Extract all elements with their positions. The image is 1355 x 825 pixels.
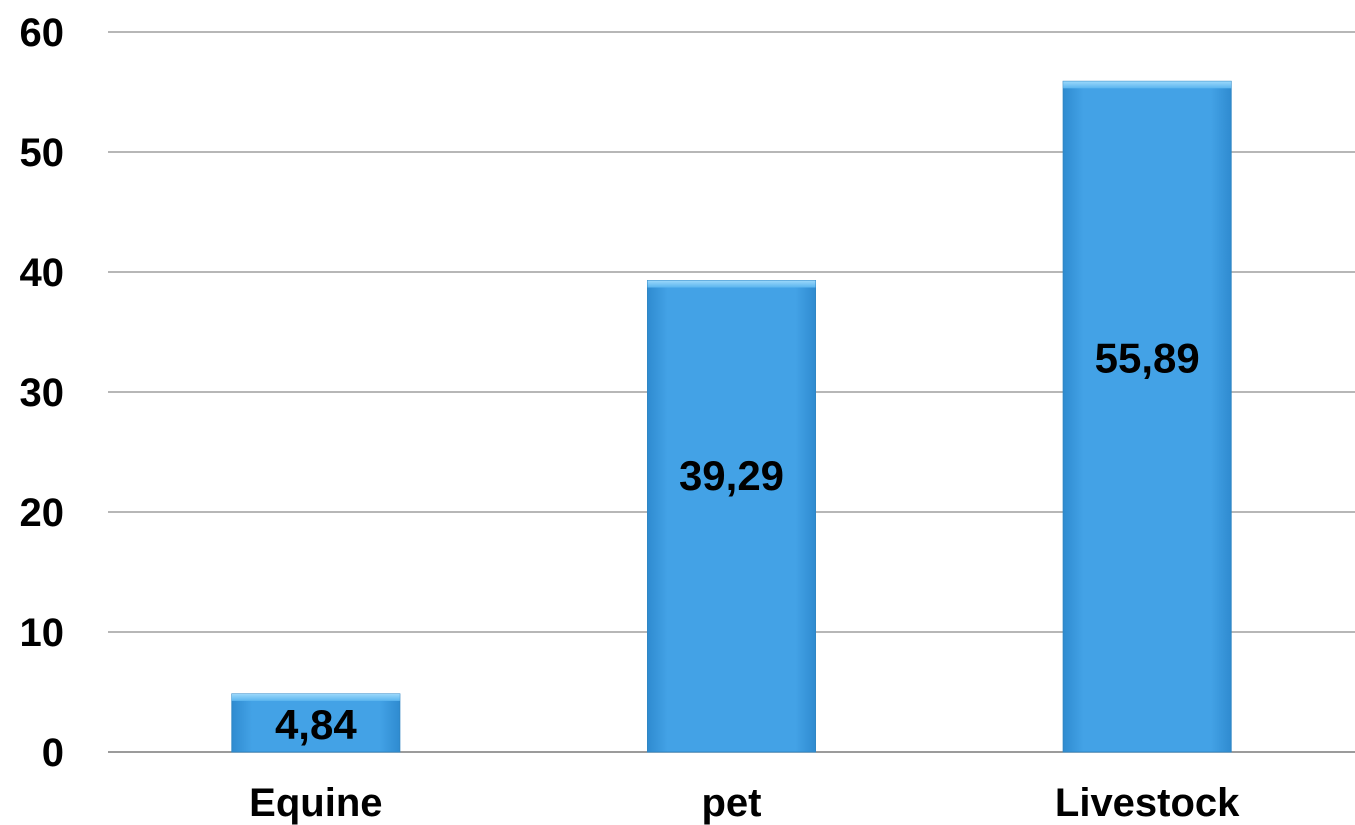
x-tick-label: Livestock: [1055, 781, 1240, 825]
bar: [1062, 80, 1232, 753]
bar-top-highlight: [647, 280, 816, 288]
bar: [231, 693, 401, 753]
y-tick-label: 40: [20, 251, 65, 295]
bar-top-highlight: [1063, 81, 1232, 89]
y-tick-label: 60: [20, 11, 65, 55]
bar-pet: 39,29: [647, 280, 816, 753]
y-tick-label: 10: [20, 611, 65, 655]
y-tick-label: 50: [20, 131, 65, 175]
bar-equine: 4,84: [231, 693, 401, 753]
bars: 4,84 39,29 55,89: [231, 80, 1232, 753]
x-axis-labels: Equine pet Livestock: [249, 781, 1240, 825]
y-tick-label: 30: [20, 371, 65, 415]
data-label: 39,29: [679, 452, 784, 499]
y-tick-label: 20: [20, 491, 65, 535]
x-tick-label: Equine: [249, 781, 382, 825]
bar: [647, 280, 816, 753]
y-tick-label: 0: [42, 731, 64, 775]
data-label: 55,89: [1095, 334, 1200, 381]
data-label: 4,84: [275, 701, 357, 748]
bar-livestock: 55,89: [1062, 80, 1232, 753]
bar-top-highlight: [231, 693, 400, 701]
x-tick-label: pet: [702, 781, 762, 825]
y-axis-ticks: 0 10 20 30 40 50 60: [20, 11, 65, 775]
